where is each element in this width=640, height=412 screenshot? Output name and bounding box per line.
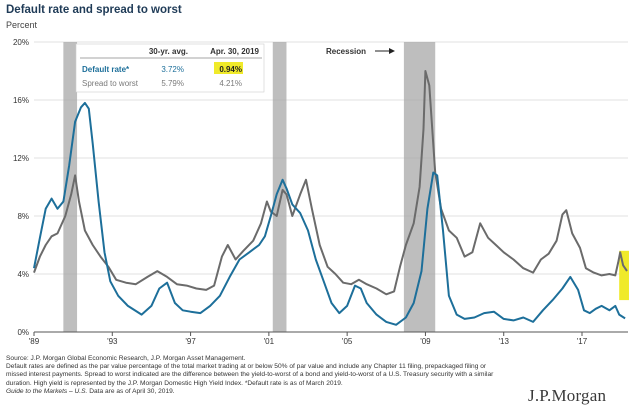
table-row-current: 4.21% <box>219 79 242 88</box>
chart-area: 0%4%8%12%16%20%'89'93'97'01'05'09'13'17 … <box>13 38 629 346</box>
x-tick-label: '93 <box>107 337 118 346</box>
series-line <box>33 70 628 296</box>
recession-bar <box>63 42 78 332</box>
source-note: Source: J.P. Morgan Global Economic Rese… <box>6 355 246 362</box>
data-date: Data are as of April 30, 2019. <box>89 387 175 395</box>
y-tick-label: 4% <box>17 270 29 279</box>
current-value-highlight <box>619 250 629 301</box>
y-tick-label: 16% <box>13 96 29 105</box>
footnotes: Source: J.P. Morgan Global Economic Rese… <box>6 355 506 396</box>
y-axis-unit-label: Percent <box>6 20 38 30</box>
table-row-label: Spread to worst <box>82 79 139 88</box>
recession-arrow-head <box>389 48 395 54</box>
axes: 0% 4% 8% 12% 16% 20% '89 '93 '97 '01 '05 '09 '13 '17 <box>13 38 628 346</box>
x-tick-label: '05 <box>342 337 353 346</box>
y-tick-label: 0% <box>17 328 29 337</box>
table-header-avg: 30-yr. avg. <box>149 47 188 56</box>
x-tick-label: '13 <box>499 337 510 346</box>
recession-annotation: Recession <box>326 47 395 56</box>
series-line <box>33 101 626 326</box>
table-row-avg: 5.79% <box>161 79 184 88</box>
x-tick-label: '97 <box>185 337 196 346</box>
chart-title: Default rate and spread to worst <box>6 4 182 16</box>
x-tick-label: '89 <box>29 337 40 346</box>
stats-table: 30-yr. avg. Apr. 30, 2019 Default rate* 3.7… <box>75 43 265 93</box>
table-header-current: Apr. 30, 2019 <box>210 47 259 56</box>
recession-label: Recession <box>326 47 366 56</box>
latest-value-highlight-box <box>619 250 629 301</box>
y-tick-label: 8% <box>17 212 29 221</box>
guide-title: Guide to the Markets – U.S. <box>6 387 88 395</box>
current-default-highlight <box>214 62 243 74</box>
table-row-avg: 3.72% <box>161 65 184 74</box>
table-row-current: 0.94% <box>219 65 242 74</box>
definition-note: Default rates are defined as the par val… <box>6 363 494 387</box>
guide-note: Guide to the Markets – U.S. Data are as … <box>6 388 506 396</box>
jpmorgan-logo: J.P.Morgan <box>528 386 607 405</box>
series-lines <box>33 70 628 326</box>
y-tick-label: 12% <box>13 154 29 163</box>
y-tick-label: 20% <box>13 38 29 47</box>
x-tick-label: '17 <box>577 337 588 346</box>
x-tick-label: '01 <box>264 337 275 346</box>
table-row-label: Default rate* <box>82 65 130 74</box>
x-tick-label: '09 <box>420 337 431 346</box>
